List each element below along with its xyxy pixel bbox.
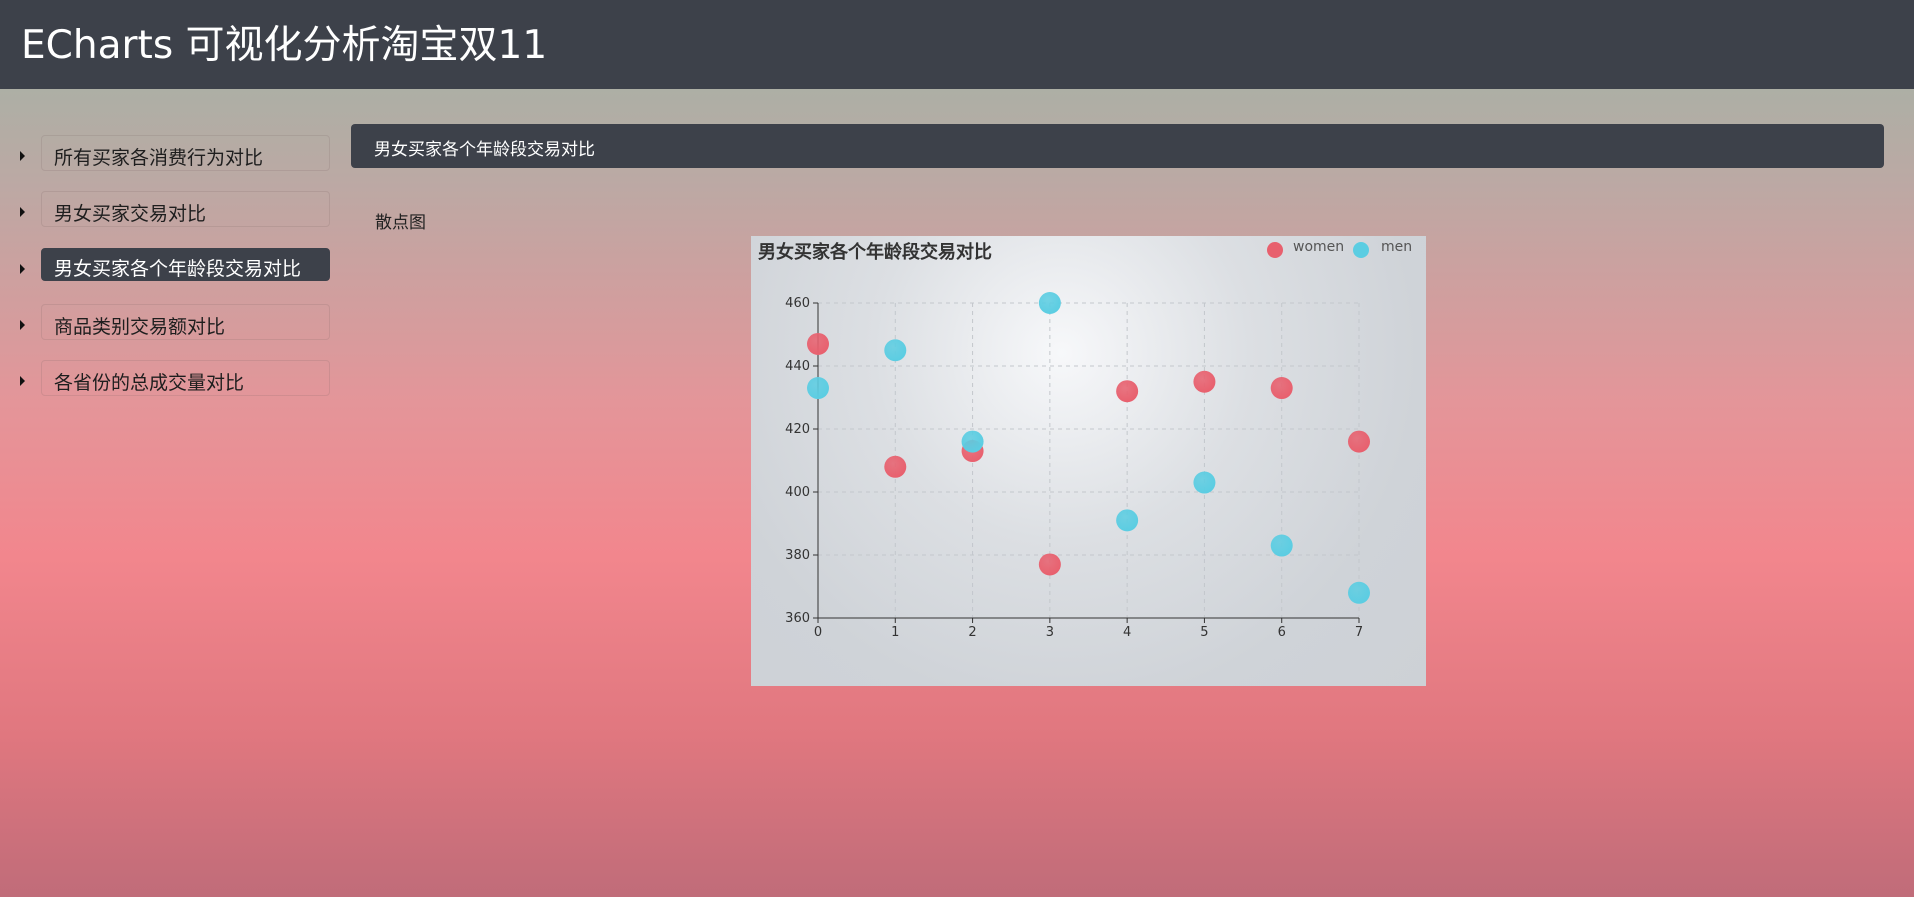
sidebar-item-label[interactable]: 商品类别交易额对比 [54,316,226,338]
scatter-point-women[interactable] [1348,430,1370,453]
scatter-point-women[interactable] [1038,553,1061,576]
legend-men-label[interactable]: men [1381,239,1413,255]
y-tick-label: 440 [785,359,810,374]
sidebar-item-gender-trade[interactable]: 男女买家交易对比 [0,191,340,231]
y-tick-label: 420 [785,422,810,437]
scatter-point-men[interactable] [1038,292,1061,314]
y-tick-label: 400 [785,485,810,500]
scatter-point-men[interactable] [884,339,907,362]
scatter-point-men[interactable] [961,430,984,453]
legend-women-marker[interactable] [1267,242,1283,258]
sidebar-item-label[interactable]: 所有买家各消费行为对比 [54,147,264,169]
x-tick-label: 3 [1046,625,1054,640]
page-title: ECharts 可视化分析淘宝双11 [21,23,548,68]
scatter-point-women[interactable] [807,332,829,355]
sidebar-item-province-volume[interactable]: 各省份的总成交量对比 [0,360,340,400]
x-tick-label: 4 [1123,625,1131,640]
sidebar-item-gender-age-trade[interactable]: 男女买家各个年龄段交易对比 [0,248,340,288]
sidebar-item-box[interactable] [41,360,330,396]
x-tick-label: 2 [968,625,976,640]
sidebar-item-box[interactable] [41,135,330,171]
sidebar-item-box[interactable] [41,304,330,340]
section-title: 男女买家各个年龄段交易对比 [374,140,595,160]
scatter-plot-area: 360 380 400 420 440 460 0 1 2 3 4 5 6 7 [785,292,1370,640]
scatter-point-men[interactable] [1193,471,1216,494]
scatter-chart: 男女买家各个年龄段交易对比 women men 360 380 400 420 440 4… [751,236,1426,686]
scatter-point-men[interactable] [1348,581,1370,604]
scatter-point-women[interactable] [1116,380,1139,403]
sidebar-item-box[interactable] [41,191,330,227]
sidebar-item-label[interactable]: 各省份的总成交量对比 [54,372,245,394]
scatter-point-women[interactable] [1270,377,1293,400]
chart-title: 男女买家各个年龄段交易对比 [758,242,992,263]
sidebar-item-all-buyers-behavior[interactable]: 所有买家各消费行为对比 [0,135,340,175]
bullet-icon [20,151,25,161]
bullet-icon [20,207,25,217]
y-tick-label: 360 [785,611,810,626]
bullet-icon [20,376,25,386]
x-tick-label: 7 [1355,625,1363,640]
x-tick-label: 6 [1278,625,1286,640]
x-tick-label: 0 [814,625,822,640]
sidebar-item-label[interactable]: 男女买家各个年龄段交易对比 [54,258,302,280]
scatter-point-men[interactable] [1116,509,1139,532]
app-header: ECharts 可视化分析淘宝双11 [0,0,1914,89]
x-tick-label: 5 [1200,625,1208,640]
chart-type-label: 散点图 [375,213,426,233]
y-tick-label: 380 [785,548,810,563]
legend-men-marker[interactable] [1353,242,1369,258]
section-header: 男女买家各个年龄段交易对比 [351,124,1884,168]
bullet-icon [20,320,25,330]
sidebar-item-box[interactable] [41,248,330,281]
legend-women-label[interactable]: women [1293,239,1345,255]
sidebar-item-category-amount[interactable]: 商品类别交易额对比 [0,304,340,344]
scatter-point-women[interactable] [884,455,907,478]
scatter-point-women[interactable] [1193,370,1216,393]
scatter-point-men[interactable] [1270,534,1293,557]
bullet-icon [20,264,25,274]
y-tick-label: 460 [785,296,810,311]
x-tick-label: 1 [891,625,899,640]
scatter-point-men[interactable] [807,377,829,400]
sidebar-item-label[interactable]: 男女买家交易对比 [54,203,207,225]
